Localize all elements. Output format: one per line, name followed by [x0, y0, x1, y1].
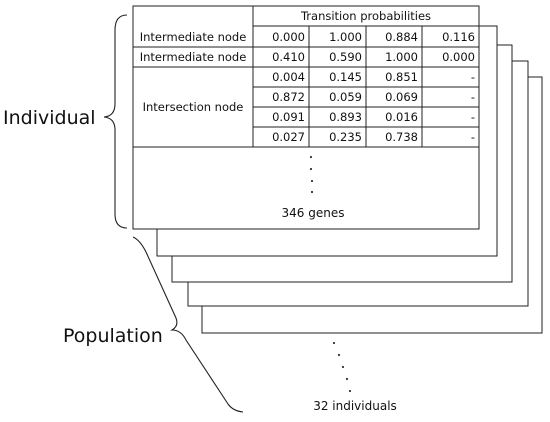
population-brace: [132, 236, 244, 413]
table-header: Transition probabilities: [300, 9, 431, 23]
probability-cell: 0.016: [385, 110, 418, 124]
probability-cell: 0.851: [385, 70, 418, 84]
probability-cell: 0.027: [272, 130, 305, 144]
probability-cell: 0.091: [272, 110, 305, 124]
genes-count: 346 genes: [282, 206, 345, 220]
probability-cell: 1.000: [385, 50, 418, 64]
probability-cell: 0.884: [385, 30, 418, 44]
individuals-count: 32 individuals: [313, 399, 397, 413]
probability-cell: 0.059: [329, 90, 362, 104]
row-label: Intermediate node: [140, 30, 247, 44]
probability-cell: 0.410: [272, 50, 305, 64]
probability-cell: 0.590: [329, 50, 362, 64]
probability-cell: 0.116: [442, 30, 475, 44]
probability-cell: 0.738: [385, 130, 418, 144]
probability-cell: 0.000: [442, 50, 475, 64]
table-values: 0.000 1.000 0.884 0.116 0.410 0.590 1.000 0.000…: [272, 30, 475, 144]
individual-label: Individual: [3, 107, 96, 129]
probability-cell: 0.000: [272, 30, 305, 44]
row-label: Intermediate node: [140, 50, 247, 64]
probability-cell: -: [471, 110, 475, 124]
probability-cell: 0.872: [272, 90, 305, 104]
genes-ellipsis: [309, 155, 314, 194]
probability-cell: 0.069: [385, 90, 418, 104]
probability-cell: 1.000: [329, 30, 362, 44]
probability-cell: 0.004: [272, 70, 305, 84]
sheet-front: [132, 5, 480, 230]
table-grid: [133, 6, 479, 148]
population-label: Population: [63, 325, 163, 347]
row-label: Intersection node: [143, 100, 244, 114]
probability-cell: 0.235: [329, 130, 362, 144]
probability-cell: -: [471, 130, 475, 144]
probability-cell: 0.893: [329, 110, 362, 124]
individual-brace: [103, 14, 128, 229]
probability-cell: 0.145: [329, 70, 362, 84]
stacked-sheets: [132, 5, 543, 334]
probability-cell: -: [471, 90, 475, 104]
probability-cell: -: [471, 70, 475, 84]
individuals-ellipsis: [332, 341, 352, 393]
